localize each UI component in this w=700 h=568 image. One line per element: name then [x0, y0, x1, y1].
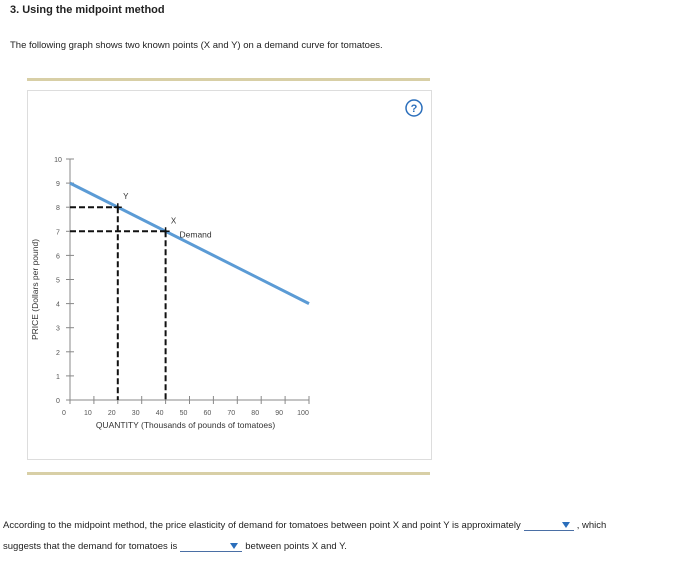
dropdown[interactable] — [523, 520, 574, 531]
y-tick-label: 7 — [56, 229, 60, 236]
x-tick-label: 70 — [227, 410, 235, 417]
x-tick-label: 90 — [275, 410, 283, 417]
title: 3. Using the midpoint method — [10, 4, 165, 16]
x-tick-label: 20 — [108, 410, 116, 417]
x-tick-label: 50 — [180, 410, 188, 417]
y-tick-label: 10 — [54, 157, 62, 164]
intro: The following graph shows two known poin… — [10, 40, 383, 51]
point-marker — [161, 227, 170, 236]
dropdown[interactable] — [180, 541, 243, 552]
x-tick-label: 40 — [156, 410, 164, 417]
divider — [27, 472, 430, 475]
question-line: suggests that the demand for tomatoes is… — [3, 541, 347, 552]
help-icon[interactable] — [405, 99, 423, 117]
question-text: between points X and Y. — [245, 541, 347, 552]
demand-line — [69, 181, 310, 305]
x-tick-label: 80 — [251, 410, 259, 417]
x-tick-label: 100 — [297, 410, 309, 417]
y-tick-label: 0 — [56, 398, 60, 405]
y-tick-label: 3 — [56, 326, 60, 333]
y-tick-label: 1 — [56, 374, 60, 381]
point-label: X — [171, 216, 177, 225]
y-tick-label: 6 — [56, 253, 60, 260]
y-tick-label: 5 — [56, 278, 60, 285]
x-tick-label: 60 — [204, 410, 212, 417]
question-text: According to the midpoint method, the pr… — [3, 520, 521, 531]
help-text[interactable]: ? — [411, 103, 418, 115]
question-text: suggests that the demand for tomatoes is — [3, 541, 178, 552]
x-tick-label: 0 — [62, 410, 66, 417]
question-line: According to the midpoint method, the pr… — [3, 520, 606, 531]
graph-panel — [27, 90, 432, 460]
divider — [27, 78, 430, 81]
point-label: Y — [123, 192, 129, 201]
x-tick-label: 10 — [84, 410, 92, 417]
x-axis-label: QUANTITY (Thousands of pounds of tomatoe… — [96, 420, 276, 430]
y-axis-label: PRICE (Dollars per pound) — [30, 239, 40, 340]
question-text: , which — [576, 520, 607, 531]
y-tick-label: 9 — [56, 181, 60, 188]
y-tick-label: 2 — [56, 350, 60, 357]
point-marker — [113, 203, 122, 212]
x-tick-label: 30 — [132, 410, 140, 417]
legend-label: Demand — [180, 229, 212, 239]
y-tick-label: 4 — [56, 302, 60, 309]
y-tick-label: 8 — [56, 205, 60, 212]
